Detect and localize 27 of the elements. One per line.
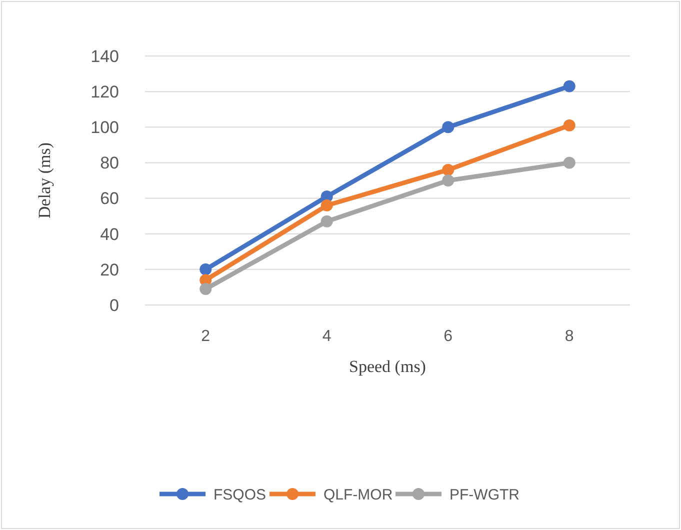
point bbox=[320, 215, 333, 228]
y-tick-label: 20 bbox=[100, 260, 119, 280]
y-tick-label: 40 bbox=[100, 224, 119, 244]
x-tick-label: 8 bbox=[564, 328, 574, 345]
y-tick-label: 120 bbox=[90, 82, 119, 102]
point bbox=[442, 164, 454, 176]
point bbox=[563, 80, 576, 92]
y-tick-label: 60 bbox=[100, 189, 119, 208]
legend-label: PF-WGTR bbox=[450, 486, 520, 504]
legend-label: QLF-MOR bbox=[324, 486, 393, 504]
x-tick-label: 6 bbox=[444, 328, 453, 345]
x-axis-title: Speed (ms) bbox=[349, 357, 426, 376]
point bbox=[563, 156, 576, 169]
point bbox=[200, 282, 212, 295]
y-tick-label: 80 bbox=[100, 154, 119, 173]
point bbox=[442, 121, 454, 134]
legend-label: FSQOS bbox=[214, 486, 266, 504]
point bbox=[200, 263, 212, 276]
y-tick-label: 0 bbox=[110, 296, 119, 315]
point bbox=[320, 199, 333, 212]
y-tick-label: 100 bbox=[90, 118, 119, 138]
point bbox=[563, 119, 576, 132]
point bbox=[442, 174, 454, 186]
x-tick-label: 2 bbox=[201, 328, 210, 345]
y-axis-title: Delay (ms) bbox=[35, 142, 54, 219]
y-tick-label: 140 bbox=[90, 46, 119, 66]
x-tick-label: 4 bbox=[322, 328, 332, 345]
